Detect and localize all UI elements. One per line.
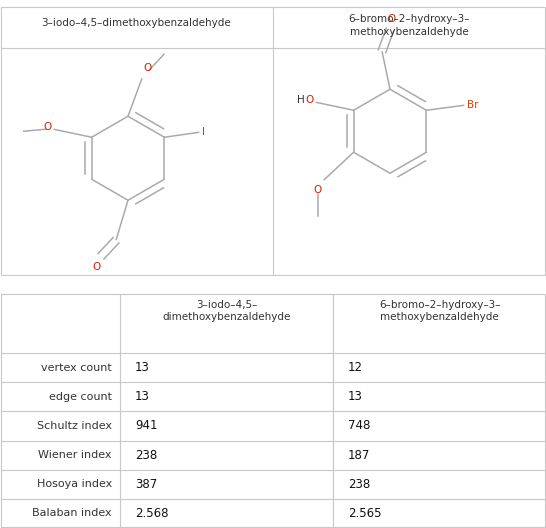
Text: 6–bromo–2–hydroxy–3–
methoxybenzaldehyde: 6–bromo–2–hydroxy–3– methoxybenzaldehyde — [348, 14, 470, 36]
Text: 238: 238 — [348, 478, 370, 491]
Text: O: O — [313, 185, 322, 195]
Text: O: O — [388, 14, 396, 24]
Text: 941: 941 — [135, 419, 157, 432]
Text: edge count: edge count — [49, 392, 112, 402]
Text: 387: 387 — [135, 478, 157, 491]
Text: 748: 748 — [348, 419, 370, 432]
Text: 3–iodo–4,5–
dimethoxybenzaldehyde: 3–iodo–4,5– dimethoxybenzaldehyde — [162, 300, 290, 323]
Text: 238: 238 — [135, 449, 157, 461]
Text: 12: 12 — [348, 361, 363, 374]
Text: 187: 187 — [348, 449, 370, 461]
Text: O: O — [43, 122, 52, 132]
Text: I: I — [203, 127, 205, 137]
Text: 13: 13 — [348, 390, 363, 403]
Text: vertex count: vertex count — [41, 363, 112, 373]
Text: 3–iodo–4,5–dimethoxybenzaldehyde: 3–iodo–4,5–dimethoxybenzaldehyde — [41, 18, 231, 28]
Text: O: O — [305, 95, 313, 105]
Text: 6–bromo–2–hydroxy–3–
methoxybenzaldehyde: 6–bromo–2–hydroxy–3– methoxybenzaldehyde — [379, 300, 500, 323]
Text: Schultz index: Schultz index — [37, 421, 112, 431]
Text: 2.568: 2.568 — [135, 507, 169, 520]
Text: 13: 13 — [135, 361, 150, 374]
Text: H: H — [297, 95, 305, 105]
Text: Br: Br — [467, 100, 479, 110]
Text: Hosoya index: Hosoya index — [37, 479, 112, 489]
Text: O: O — [93, 262, 101, 272]
Text: O: O — [143, 63, 151, 73]
Text: Wiener index: Wiener index — [39, 450, 112, 460]
Text: 13: 13 — [135, 390, 150, 403]
Text: Balaban index: Balaban index — [32, 508, 112, 518]
Text: 2.565: 2.565 — [348, 507, 382, 520]
